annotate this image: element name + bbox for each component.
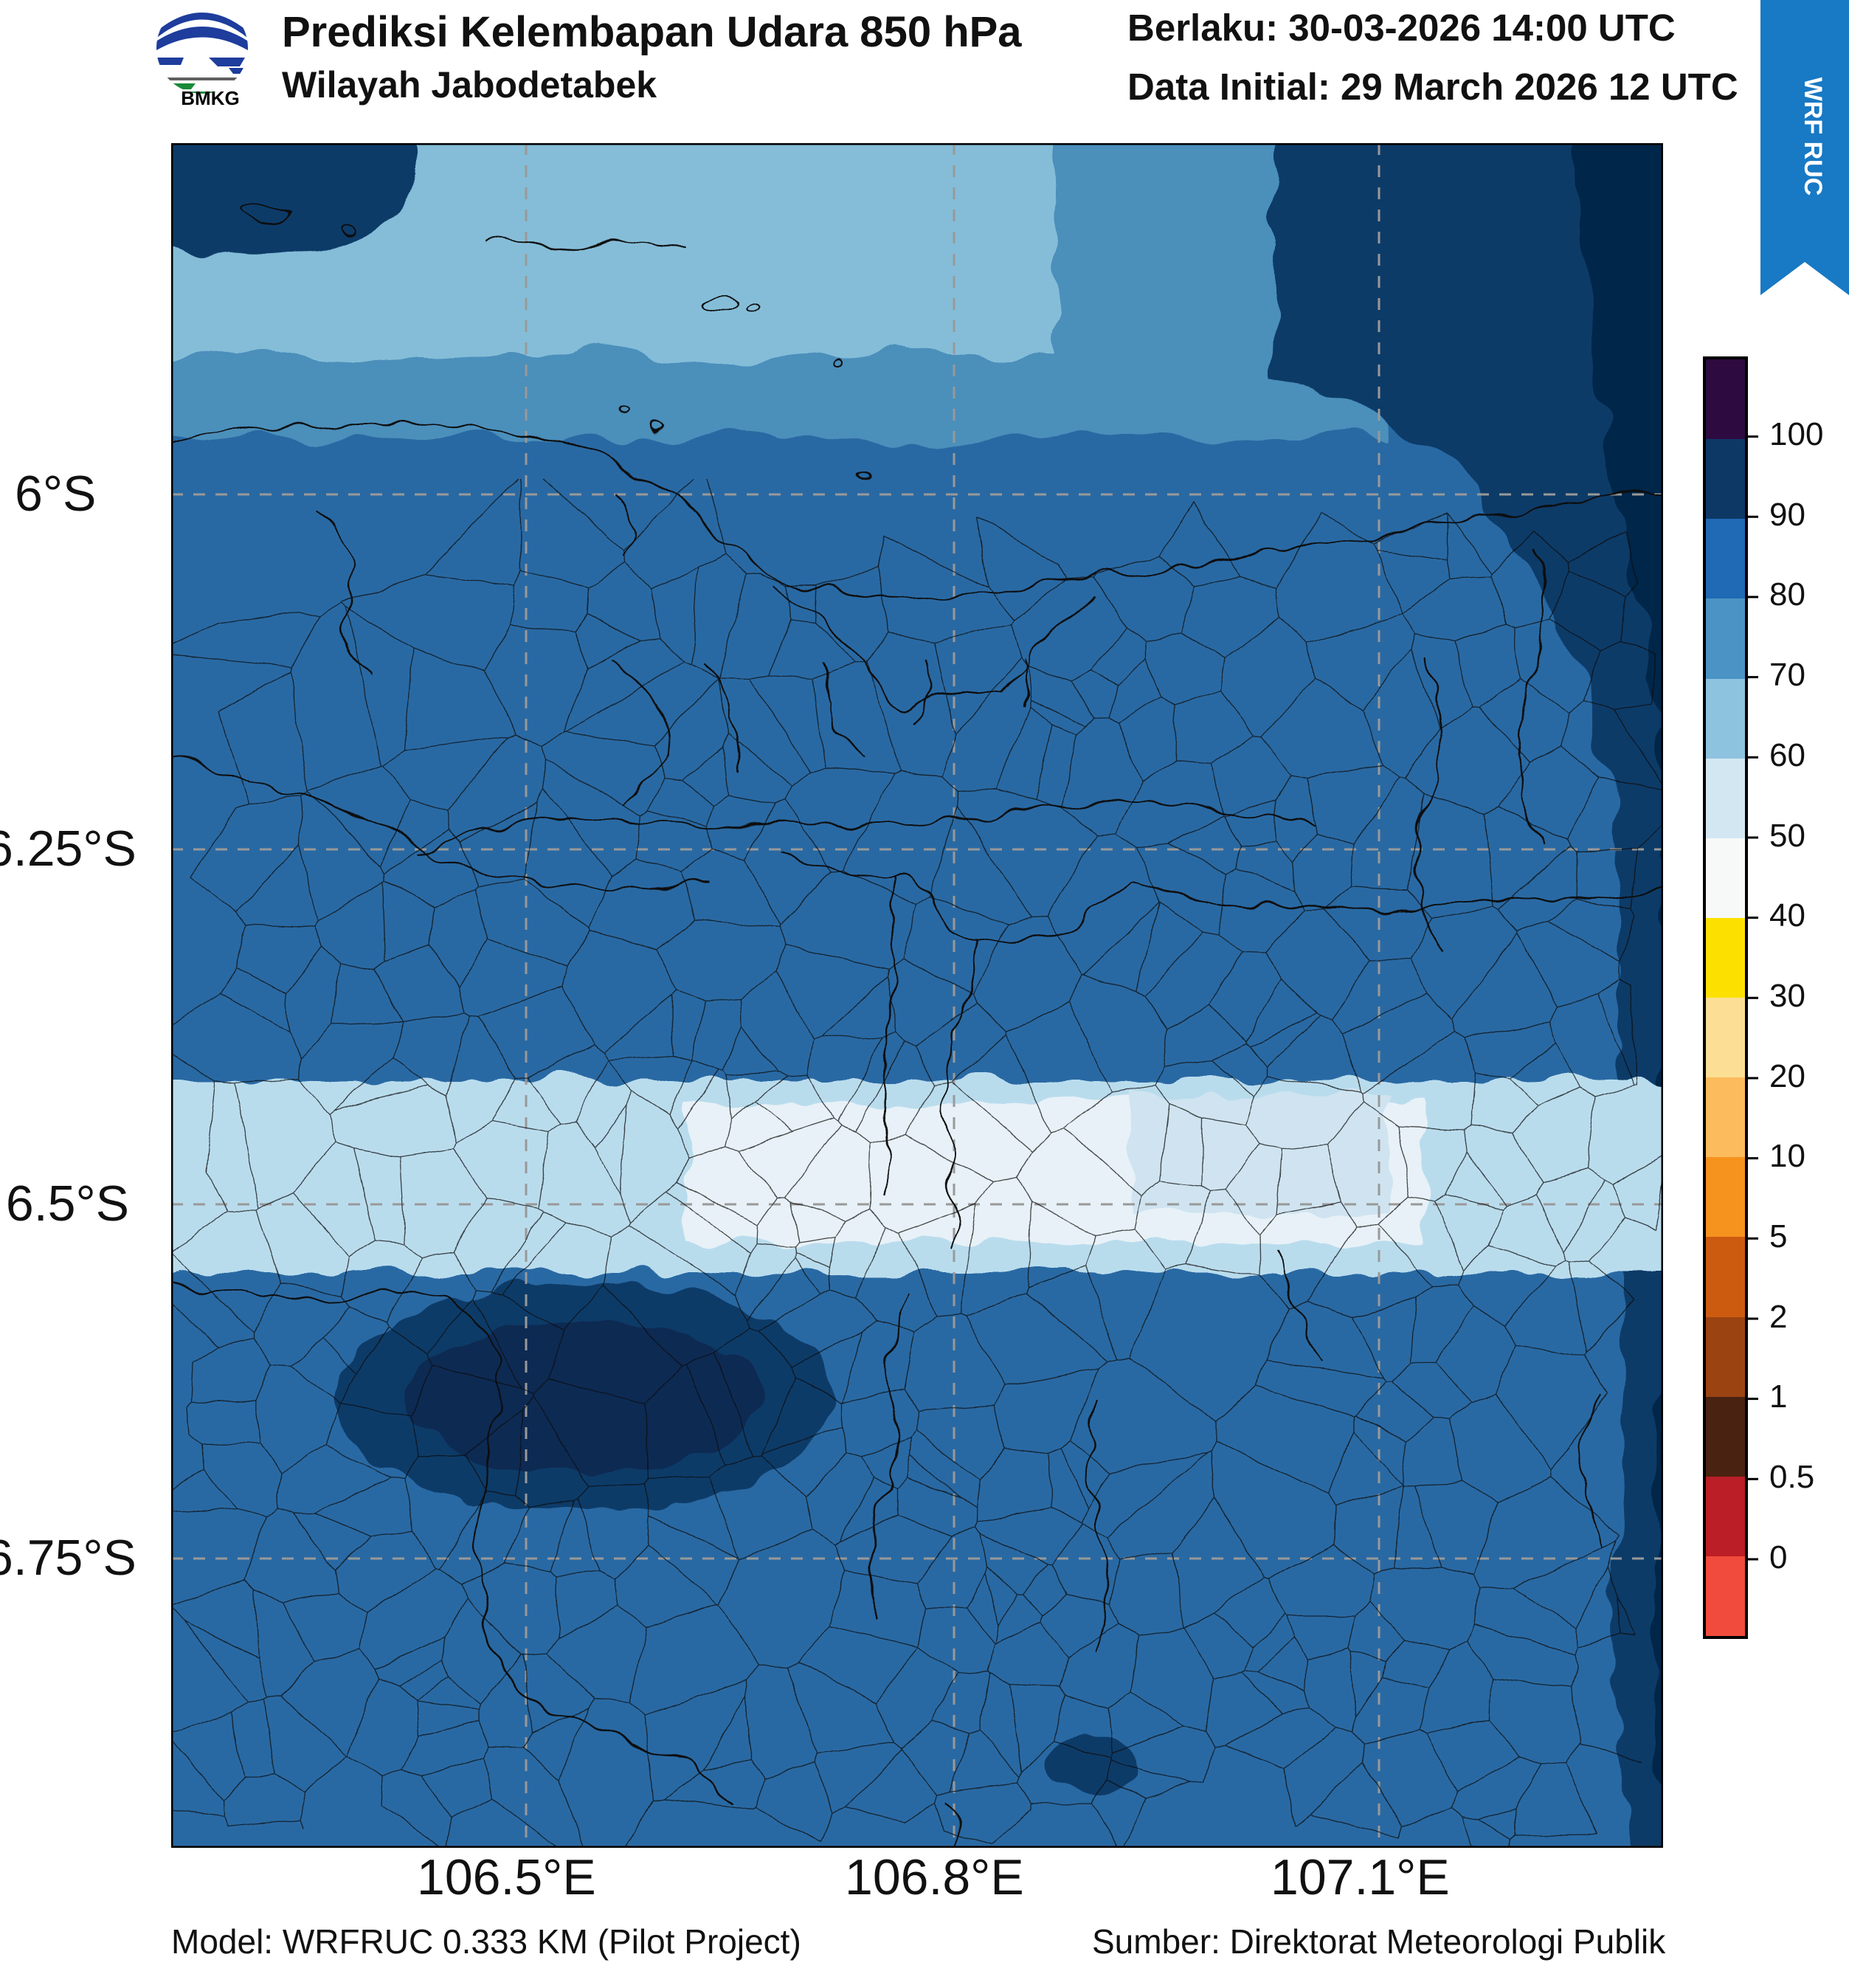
svg-text:WRF RUC: WRF RUC — [1799, 77, 1827, 196]
